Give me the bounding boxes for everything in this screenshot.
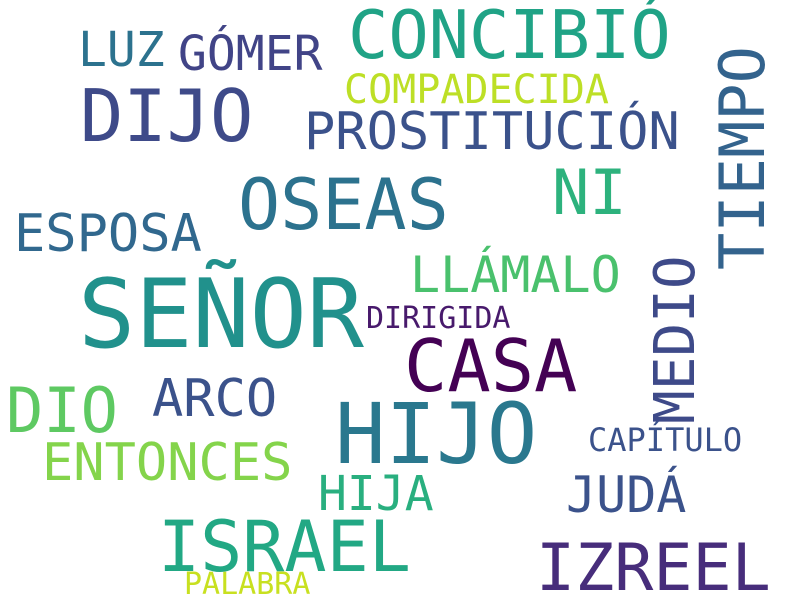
word-senor: SEÑOR [78,260,364,370]
word-hijo: HIJO [335,385,538,483]
word-tiempo: TIEMPO [706,46,779,270]
word-prostitucion: PROSTITUCIÓN [304,102,680,162]
word-dirigida: DIRIGIDA [366,301,511,336]
word-dijo: DIJO [80,74,254,158]
word-esposa: ESPOSA [14,204,202,264]
word-concibio: CONCIBIÓ [348,0,671,74]
word-hija: HIJA [318,466,434,522]
word-oseas: OSEAS [238,164,449,246]
word-luz: LUZ [78,22,165,78]
word-ni: NI [552,156,627,229]
word-compadecida: COMPADECIDA [344,67,609,113]
word-casa: CASA [404,324,578,408]
word-entonces: ENTONCES [42,433,293,493]
word-llamalo: LLÁMALO [410,246,621,304]
word-dio: DIO [6,374,118,447]
word-gomer: GÓMER [178,26,323,82]
word-israel: ISRAEL [158,506,411,588]
word-izreel: IZREEL [536,531,771,606]
word-juda: JUDÁ [566,466,687,524]
word-capitulo: CAPÍTULO [588,421,743,459]
word-palabra: PALABRA [184,567,311,602]
word-medio: MEDIO [643,255,708,424]
word-arco: ARCO [152,369,278,429]
